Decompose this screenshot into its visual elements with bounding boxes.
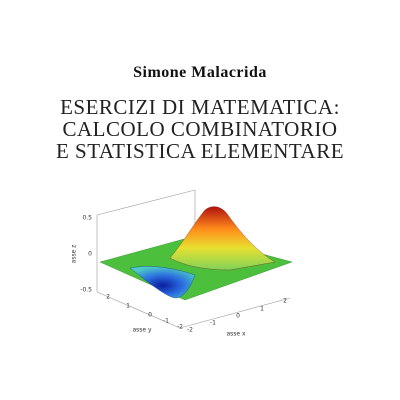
title: Esercizi di matematica: calcolo combinat…: [0, 96, 400, 162]
x-tick-label: -1: [210, 320, 216, 327]
title-line: e statistica elementare: [55, 139, 345, 163]
z-tick-label: 0.5: [82, 215, 92, 222]
y-tick-label: 1: [126, 303, 130, 310]
title-line: Esercizi di matematica:: [60, 95, 340, 119]
x-axis-label: asse x: [226, 331, 246, 338]
z-tick-label: 0: [88, 251, 92, 258]
author: Simone Malacrida: [133, 64, 267, 81]
title-line: calcolo combinatorio: [62, 117, 338, 141]
x-tick-label: 2: [283, 298, 287, 305]
x-tick-label: -2: [187, 327, 193, 334]
surface-peak: [169, 206, 276, 271]
x-tick-label: 1: [260, 306, 264, 313]
y-tick-label: -2: [177, 324, 183, 331]
z-tick-label: -0.5: [80, 287, 92, 294]
y-tick-label: -1: [163, 318, 169, 325]
y-tick-label: 2: [106, 294, 110, 301]
surface-dip: [129, 266, 196, 299]
z-axis-label: asse z: [71, 245, 78, 264]
y-tick-label: 0: [148, 312, 152, 319]
x-tick-label: 0: [236, 313, 240, 320]
y-axis-label: asse y: [132, 327, 152, 334]
